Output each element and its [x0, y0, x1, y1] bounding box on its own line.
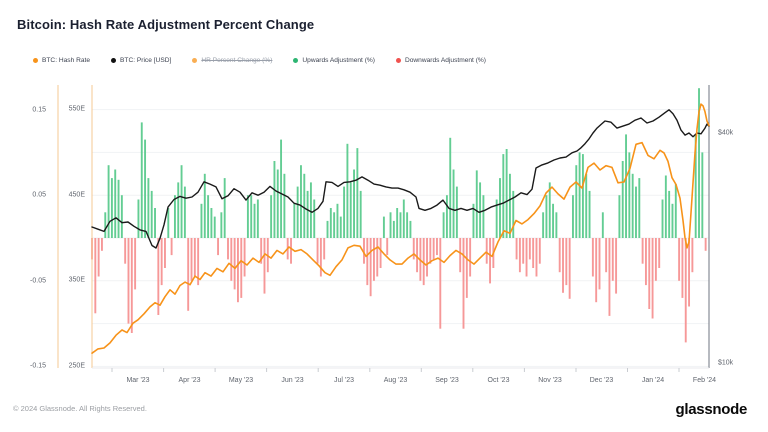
- percent-axis-tick: -0.05: [30, 277, 46, 285]
- legend-item-label: Upwards Adjustment (%): [302, 57, 375, 64]
- x-axis-tick: Apr '23: [178, 377, 201, 384]
- hashrate-axis-tick: 250E: [68, 362, 85, 370]
- legend-item-downwards-adjustment[interactable]: Downwards Adjustment (%): [395, 57, 486, 64]
- legend-item-btc-price-usd[interactable]: BTC: Price [USD]: [111, 57, 171, 64]
- legend-dot-icon: [293, 58, 299, 63]
- x-axis-tick: Mar '23: [126, 377, 150, 384]
- chart-legend: BTC: Hash Rate BTC: Price [USD] HR Percent…: [33, 57, 486, 64]
- legend-item-label: HR Percent Change (%): [201, 57, 273, 64]
- copyright-text: © 2024 Glassnode. All Rights Reserved.: [13, 404, 147, 413]
- legend-item-label: Downwards Adjustment (%): [404, 57, 486, 64]
- percent-axis-tick: 0.05: [32, 191, 46, 199]
- legend-item-label: BTC: Hash Rate: [42, 57, 91, 64]
- price-axis-tick: $40k: [718, 129, 734, 137]
- page-title: Bitcoin: Hash Rate Adjustment Percent Ch…: [17, 17, 315, 32]
- x-axis-tick: Sep '23: [435, 377, 459, 384]
- hashrate-axis-tick: 550E: [68, 105, 85, 113]
- hashrate-axis-tick: 350E: [68, 276, 85, 284]
- hashrate-axis-tick: 450E: [68, 191, 85, 199]
- percent-axis-tick: 0.15: [32, 106, 46, 114]
- x-axis-tick: Jan '24: [641, 377, 665, 384]
- x-axis-tick: Aug '23: [383, 377, 408, 384]
- x-axis-tick: Jun '23: [281, 377, 304, 384]
- legend-item-hr-percent-change[interactable]: HR Percent Change (%): [192, 57, 272, 64]
- legend-item-label: BTC: Price [USD]: [120, 57, 172, 64]
- legend-dot-icon: [192, 58, 198, 63]
- x-axis-tick: Dec '23: [589, 377, 614, 384]
- legend-item-upwards-adjustment[interactable]: Upwards Adjustment (%): [293, 57, 375, 64]
- x-axis-tick: Nov '23: [538, 377, 562, 384]
- x-axis-tick: May '23: [228, 377, 254, 384]
- legend-dot-icon: [33, 58, 38, 63]
- x-axis-tick: Feb '24: [692, 377, 717, 384]
- glassnode-logo[interactable]: glassnode: [675, 401, 748, 418]
- price-axis-tick: $10k: [718, 359, 734, 367]
- x-axis-tick: Oct '23: [487, 377, 510, 384]
- legend-dot-icon: [111, 58, 117, 63]
- legend-dot-icon: [395, 58, 401, 63]
- x-axis-tick: Jul '23: [333, 377, 355, 384]
- percent-axis-tick: -0.15: [30, 362, 46, 370]
- legend-item-btc-hash-rate[interactable]: BTC: Hash Rate: [33, 57, 90, 64]
